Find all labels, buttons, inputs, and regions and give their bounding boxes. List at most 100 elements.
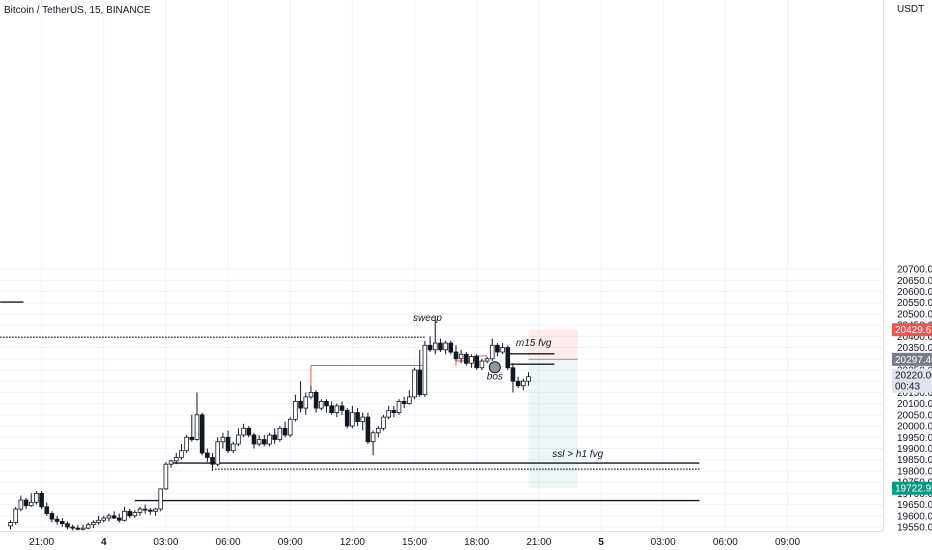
plot-area[interactable] [0, 0, 883, 531]
candle-body[interactable] [96, 519, 101, 523]
candle-body[interactable] [85, 524, 91, 529]
candle-body[interactable] [236, 434, 241, 445]
candle-body[interactable] [189, 436, 195, 440]
candle-body[interactable] [179, 450, 184, 458]
candle-body[interactable] [438, 342, 443, 351]
candle-body[interactable] [443, 342, 448, 351]
candle-body[interactable] [8, 522, 13, 527]
candle-body[interactable] [241, 427, 246, 436]
candle-body[interactable] [324, 400, 329, 407]
candle-body[interactable] [199, 414, 205, 454]
candle-body[interactable] [210, 457, 215, 465]
candle-body[interactable] [49, 513, 55, 520]
candle-body[interactable] [127, 510, 132, 517]
candle-body[interactable] [510, 367, 516, 382]
candle-body[interactable] [220, 436, 226, 443]
candle-body[interactable] [350, 412, 355, 427]
candle-body[interactable] [432, 342, 438, 351]
take-profit-zone[interactable] [528, 359, 578, 489]
candle-body[interactable] [401, 400, 407, 405]
candle-body[interactable] [23, 499, 29, 507]
price-tag[interactable] [892, 323, 932, 337]
candle-body[interactable] [251, 434, 257, 445]
candle-body[interactable] [168, 460, 174, 465]
candle-body[interactable] [215, 441, 221, 465]
candle-body[interactable] [153, 508, 158, 512]
candle-body[interactable] [339, 405, 345, 411]
candle-body[interactable] [132, 512, 138, 517]
candle-body[interactable] [298, 400, 303, 409]
annotation-label[interactable]: bos [487, 371, 503, 382]
annotation-label[interactable]: ssl > h1 fvg [552, 449, 603, 460]
candle-body[interactable] [417, 369, 423, 396]
candle-body[interactable] [489, 344, 495, 360]
candle-body[interactable] [453, 351, 459, 360]
candle-body[interactable] [116, 517, 122, 521]
candle-body[interactable] [360, 416, 366, 422]
candle-body[interactable] [391, 409, 397, 414]
candle-body[interactable] [370, 432, 376, 443]
candle-body[interactable] [225, 436, 231, 452]
candle-body[interactable] [142, 508, 148, 511]
candle-body[interactable] [334, 405, 340, 414]
candle-body[interactable] [293, 400, 298, 420]
candle-body[interactable] [500, 347, 505, 353]
candle-body[interactable] [246, 427, 252, 436]
candle-body[interactable] [13, 508, 18, 523]
candle-body[interactable] [173, 457, 179, 462]
candle-body[interactable] [427, 344, 433, 351]
bos-marker[interactable] [488, 361, 501, 374]
candle-body[interactable] [526, 376, 531, 382]
candle-body[interactable] [137, 508, 143, 513]
candle-body[interactable] [329, 405, 334, 414]
candle-body[interactable] [34, 492, 39, 503]
candle-body[interactable] [484, 358, 490, 362]
price-tag[interactable] [892, 481, 932, 495]
candle-body[interactable] [308, 392, 314, 398]
candle-body[interactable] [458, 353, 464, 360]
candle-body[interactable] [282, 427, 288, 436]
candle-body[interactable] [407, 396, 412, 405]
candle-body[interactable] [80, 527, 86, 530]
annotation-label[interactable]: sweep [413, 313, 442, 324]
candle-body[interactable] [277, 427, 283, 440]
candle-body[interactable] [262, 439, 267, 445]
candle-body[interactable] [313, 392, 319, 409]
candle-body[interactable] [495, 344, 500, 353]
candle-body[interactable] [122, 510, 127, 521]
candle-body[interactable] [479, 360, 485, 369]
candle-body[interactable] [355, 412, 360, 422]
candle-body[interactable] [422, 344, 428, 396]
price-tag[interactable] [892, 368, 932, 393]
candle-body[interactable] [375, 427, 381, 434]
candle-body[interactable] [515, 380, 521, 387]
candle-body[interactable] [44, 506, 50, 514]
candle-body[interactable] [344, 409, 350, 427]
candle-body[interactable] [267, 434, 272, 445]
candle-body[interactable] [75, 527, 81, 530]
candle-body[interactable] [205, 452, 210, 458]
price-axis[interactable] [883, 0, 932, 550]
candle-body[interactable] [194, 414, 200, 440]
candle-body[interactable] [303, 396, 309, 409]
candle-body[interactable] [106, 515, 112, 519]
price-tag[interactable] [892, 352, 932, 366]
candle-body[interactable] [287, 418, 293, 436]
candle-body[interactable] [256, 439, 262, 445]
candle-body[interactable] [148, 509, 153, 512]
time-axis[interactable] [0, 531, 883, 550]
candle-body[interactable] [365, 416, 371, 443]
candle-body[interactable] [464, 353, 469, 364]
candle-body[interactable] [412, 369, 417, 398]
candle-body[interactable] [163, 463, 169, 490]
candle-body[interactable] [54, 518, 60, 522]
candle-body[interactable] [111, 515, 117, 519]
candle-body[interactable] [39, 492, 44, 508]
candle-body[interactable] [158, 488, 164, 510]
candle-body[interactable] [28, 501, 34, 507]
candle-body[interactable] [474, 356, 479, 369]
candle-body[interactable] [60, 520, 65, 525]
candle-body[interactable] [505, 347, 511, 369]
